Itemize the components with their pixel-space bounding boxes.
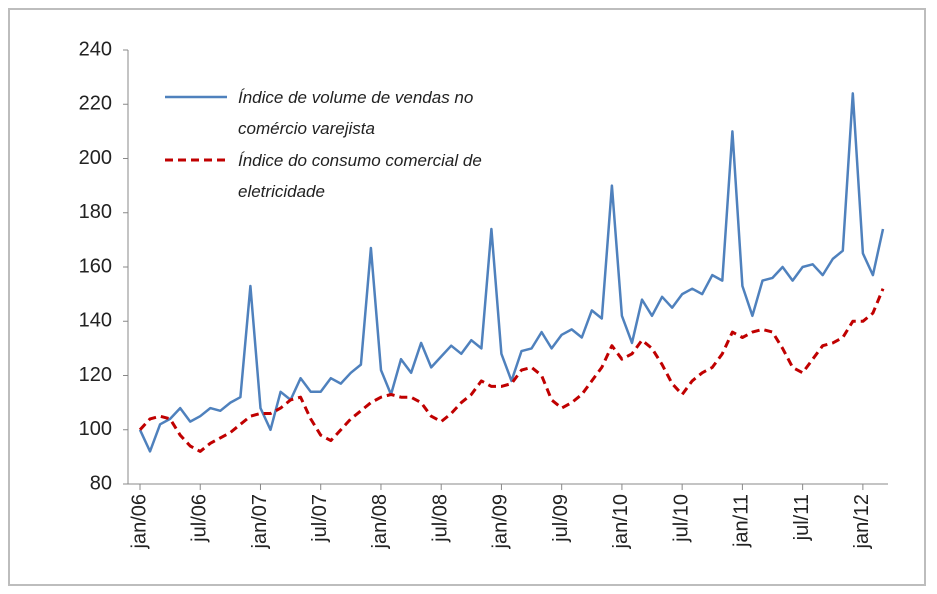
x-tick-label: jan/12	[851, 494, 873, 550]
y-tick-label: 120	[79, 364, 112, 386]
x-tick-label: jan/10	[610, 494, 632, 550]
y-tick-label: 180	[79, 201, 112, 223]
y-tick-label: 80	[90, 472, 112, 494]
y-tick-label: 220	[79, 93, 112, 115]
y-tick-label: 100	[79, 418, 112, 440]
chart-frame	[8, 8, 926, 586]
y-tick-label: 140	[79, 310, 112, 332]
x-tick-label: jan/07	[249, 494, 271, 550]
x-tick-label: jul/10	[670, 494, 692, 543]
legend-label: Índice de volume de vendas no comércio v…	[238, 88, 474, 138]
series-line	[138, 288, 885, 453]
x-tick-label: jul/11	[791, 494, 813, 541]
x-tick-label: jan/06	[128, 494, 150, 550]
x-tick-label: jul/07	[309, 494, 331, 543]
y-tick-label: 240	[79, 38, 112, 60]
x-tick-label: jan/09	[490, 494, 512, 550]
x-tick-label: jul/09	[550, 494, 572, 543]
y-tick-label: 160	[79, 255, 112, 277]
series-line	[138, 92, 885, 453]
x-tick-label: jul/06	[189, 494, 211, 543]
legend-label: Índice do consumo comercial de eletricid…	[238, 151, 482, 201]
y-tick-label: 200	[79, 147, 112, 169]
x-tick-label: jan/08	[369, 494, 391, 550]
x-tick-label: jan/11	[731, 494, 753, 548]
x-tick-label: jul/08	[429, 494, 451, 543]
